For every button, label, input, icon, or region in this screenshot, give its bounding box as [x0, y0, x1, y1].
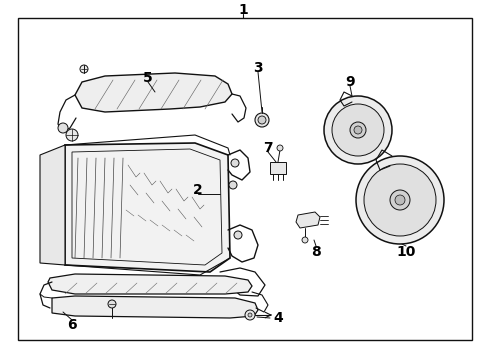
Circle shape [364, 164, 436, 236]
Circle shape [108, 300, 116, 308]
Circle shape [356, 156, 444, 244]
Text: 10: 10 [396, 245, 416, 259]
Circle shape [245, 310, 255, 320]
Polygon shape [65, 143, 230, 272]
Circle shape [229, 181, 237, 189]
Circle shape [231, 159, 239, 167]
Circle shape [390, 190, 410, 210]
Text: 9: 9 [345, 75, 355, 89]
Circle shape [258, 116, 266, 124]
Text: 7: 7 [263, 141, 273, 155]
Circle shape [277, 145, 283, 151]
Circle shape [66, 129, 78, 141]
Circle shape [302, 237, 308, 243]
Text: 8: 8 [311, 245, 321, 259]
Circle shape [354, 126, 362, 134]
Circle shape [332, 104, 384, 156]
Text: 5: 5 [143, 71, 153, 85]
Text: 1: 1 [238, 3, 248, 17]
Circle shape [58, 123, 68, 133]
Polygon shape [75, 73, 232, 112]
Polygon shape [52, 296, 258, 318]
Circle shape [255, 113, 269, 127]
Circle shape [350, 122, 366, 138]
Polygon shape [40, 145, 65, 265]
Circle shape [324, 96, 392, 164]
Polygon shape [270, 162, 286, 174]
Circle shape [248, 313, 252, 317]
Text: 6: 6 [67, 318, 77, 332]
Polygon shape [296, 212, 320, 228]
Circle shape [234, 231, 242, 239]
Bar [18, 18, 472, 340]
Circle shape [80, 65, 88, 73]
Text: 3: 3 [253, 61, 263, 75]
Polygon shape [48, 274, 252, 294]
Circle shape [395, 195, 405, 205]
Text: 4: 4 [273, 311, 283, 325]
Text: 2: 2 [193, 183, 203, 197]
